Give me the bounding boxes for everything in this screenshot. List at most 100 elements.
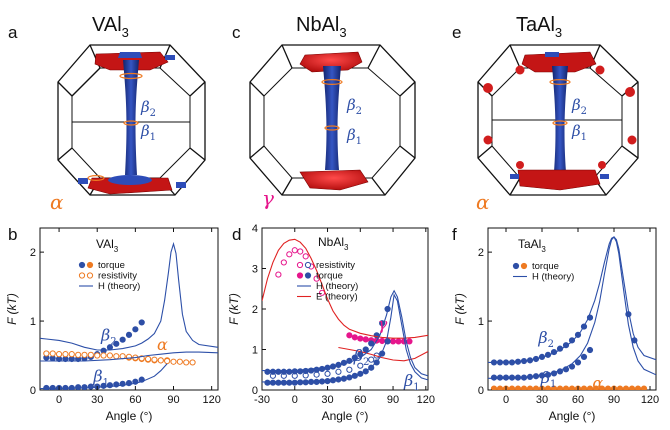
orbit-label: β1 [403,371,420,393]
data-point [544,385,552,390]
x-tick-label: 0 [503,394,509,406]
panel-letter: e [452,23,461,42]
series-line [262,293,428,383]
data-point [324,377,331,385]
data-point [634,385,642,390]
data-point [598,385,606,390]
data-point [138,319,145,326]
x-tick-label: 30 [321,394,333,406]
orbit-label-beta1: β1 [140,122,156,143]
y-tick-label: 1 [252,345,258,357]
y-tick-label: 2 [252,304,258,316]
series-line [40,351,218,362]
data-point [526,385,534,390]
data-point [286,251,293,258]
legend-swatch [296,261,304,269]
x-tick-label: 120 [417,394,435,406]
data-point [297,248,304,255]
legend-label: H (theory) [532,272,574,283]
data-point [49,384,56,390]
orbit-label-beta1: β1 [346,126,362,147]
data-point [302,379,309,386]
panel-letter: c [232,23,241,42]
data-point [125,331,133,338]
data-point [340,375,348,382]
legend-label: resistivity [98,271,137,282]
x-tick-label: 60 [129,394,141,406]
data-point [324,370,331,377]
data-point [280,379,287,386]
orbit-label: γ [378,314,388,333]
panel-e-fermi-surface: e TaAl3 β2 [452,14,639,214]
plot-area [40,241,218,390]
data-point [183,359,190,366]
series-line [40,241,218,351]
plot-frame [39,227,219,391]
orbit-label-beta2: β2 [571,96,587,117]
data-point [280,368,287,375]
data-point [379,337,386,345]
data-point [628,385,636,390]
data-point [313,378,320,385]
data-point [406,338,413,345]
data-point [144,355,152,363]
data-point [556,385,564,390]
data-point [395,338,402,345]
x-tick-label: 30 [91,394,103,406]
data-point [514,385,522,390]
data-point [568,385,576,390]
data-point [106,352,114,359]
data-point [100,352,107,359]
data-point [264,379,271,386]
data-point [568,337,576,344]
x-axis-label: Angle (°) [106,409,153,423]
data-point [275,271,282,278]
data-point [291,379,298,386]
panel-letter: b [8,225,17,244]
data-point [346,366,353,373]
x-tick-label: 120 [641,394,659,406]
orbit-label: β2 [537,328,554,350]
fermi-pockets [299,51,369,191]
data-point [286,368,293,375]
data-point [580,353,588,361]
data-point [346,332,353,339]
panel-letter: f [452,225,457,244]
data-point [532,385,540,390]
data-point [43,384,50,390]
data-point [189,359,196,366]
data-point [496,385,504,390]
data-point [357,335,364,342]
panel-title-material: VAl3 [92,14,129,40]
data-point [49,350,56,357]
panel-letter: d [232,225,241,244]
data-point [389,338,397,345]
data-point [335,368,342,375]
data-point [286,379,293,386]
orbit-label: β1 [540,368,557,390]
y-tick-label: 1 [30,316,36,328]
legend-label: torque [532,261,559,272]
plot-area [488,236,656,390]
series-line [262,289,428,377]
y-axis-label: F (kT) [227,293,241,325]
data-point [94,352,101,359]
orbit-label: β1 [92,367,109,389]
data-point [157,357,164,364]
x-tick-label: 30 [536,394,548,406]
x-tick-label: -30 [254,394,270,406]
legend-label: E (theory) [316,292,358,303]
plot-area [262,238,428,386]
legend-swatch [304,261,312,269]
data-point [55,351,63,358]
panel-title-material: TaAl3 [516,14,562,40]
orbit-label: α [592,374,603,393]
data-point [81,384,88,390]
y-tick-label: 2 [30,247,36,259]
data-point [362,336,369,343]
data-point [170,358,177,365]
legend-swatch [78,272,86,279]
data-point [604,385,612,390]
pocket-label-gamma: γ [262,186,274,210]
